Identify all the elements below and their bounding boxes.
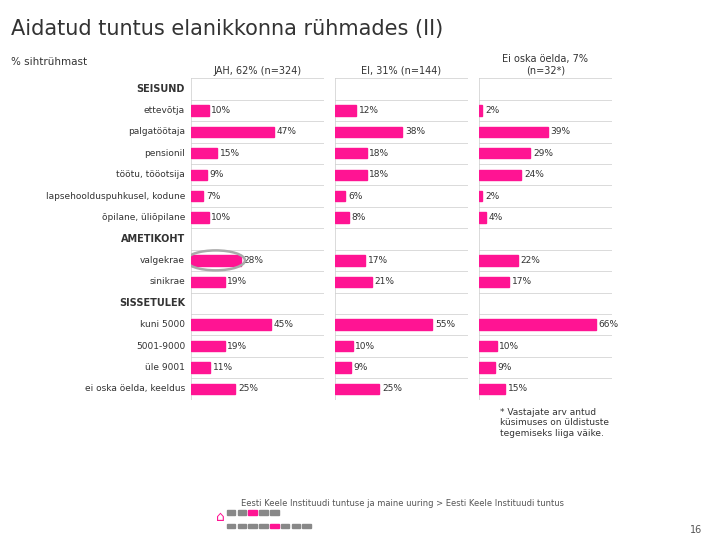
Bar: [479, 384, 505, 394]
Bar: [479, 127, 548, 137]
Bar: [335, 320, 433, 330]
Bar: [479, 362, 495, 373]
Text: üle 9001: üle 9001: [145, 363, 185, 372]
Text: 10%: 10%: [211, 106, 231, 115]
Text: 17%: 17%: [512, 277, 532, 286]
Text: 29%: 29%: [533, 148, 553, 158]
Text: 15%: 15%: [220, 148, 240, 158]
Bar: [191, 148, 217, 158]
Text: palgatöötaja: palgatöötaja: [128, 127, 185, 137]
Text: 12%: 12%: [359, 106, 379, 115]
Bar: [191, 276, 225, 287]
Text: 25%: 25%: [382, 384, 402, 393]
Text: 19%: 19%: [228, 277, 248, 286]
Text: * Vastajate arv antud
küsimuses on üldistuste
tegemiseks liiga väike.: * Vastajate arv antud küsimuses on üldis…: [500, 408, 609, 437]
Bar: [479, 212, 486, 222]
Text: 9%: 9%: [210, 170, 224, 179]
Text: 8%: 8%: [351, 213, 366, 222]
Text: SISSETULEK: SISSETULEK: [119, 298, 185, 308]
Text: 17%: 17%: [368, 256, 388, 265]
Bar: [191, 255, 240, 266]
Text: Ei oska öelda, 7%
(n=32*): Ei oska öelda, 7% (n=32*): [503, 54, 588, 76]
Text: 21%: 21%: [374, 277, 395, 286]
Text: õpilane, üliõpilane: õpilane, üliõpilane: [102, 213, 185, 222]
Bar: [479, 191, 482, 201]
Bar: [191, 105, 209, 116]
Bar: [479, 320, 596, 330]
Text: 10%: 10%: [499, 341, 519, 350]
Text: 25%: 25%: [238, 384, 258, 393]
Bar: [191, 384, 235, 394]
Bar: [335, 384, 379, 394]
Text: 10%: 10%: [355, 341, 375, 350]
Bar: [335, 362, 351, 373]
Bar: [479, 105, 482, 116]
Text: AMETIKOHT: AMETIKOHT: [121, 234, 185, 244]
Text: 24%: 24%: [524, 170, 544, 179]
Text: 2%: 2%: [485, 192, 499, 201]
Text: 19%: 19%: [228, 341, 248, 350]
Bar: [335, 191, 346, 201]
Text: ettevõtja: ettevõtja: [144, 106, 185, 115]
Text: 10%: 10%: [211, 213, 231, 222]
Bar: [335, 127, 402, 137]
Text: Eesti Keele Instituudi tuntuse ja maine uuring > Eesti Keele Instituudi tuntus: Eesti Keele Instituudi tuntuse ja maine …: [241, 500, 564, 509]
Text: 18%: 18%: [369, 170, 390, 179]
Text: 9%: 9%: [354, 363, 368, 372]
Text: 18%: 18%: [369, 148, 390, 158]
Bar: [191, 212, 209, 222]
Text: SEISUND: SEISUND: [137, 84, 185, 94]
Text: 7%: 7%: [206, 192, 220, 201]
Text: 45%: 45%: [274, 320, 293, 329]
Text: lapsehoolduspuhkusel, kodune: lapsehoolduspuhkusel, kodune: [45, 192, 185, 201]
Bar: [191, 127, 274, 137]
Bar: [479, 148, 531, 158]
Text: 22%: 22%: [521, 256, 541, 265]
Text: 4%: 4%: [489, 213, 503, 222]
Bar: [191, 191, 203, 201]
Bar: [479, 341, 497, 351]
Text: 16: 16: [690, 524, 702, 535]
Text: 5001-9000: 5001-9000: [136, 341, 185, 350]
Bar: [335, 148, 366, 158]
Text: 66%: 66%: [599, 320, 618, 329]
Text: 15%: 15%: [508, 384, 528, 393]
Bar: [191, 362, 210, 373]
Text: töötu, tööotsija: töötu, tööotsija: [117, 170, 185, 179]
Text: 11%: 11%: [213, 363, 233, 372]
Bar: [191, 320, 271, 330]
Text: 2%: 2%: [485, 106, 499, 115]
Bar: [335, 255, 365, 266]
Text: ⌂: ⌂: [216, 510, 225, 524]
Text: 9%: 9%: [498, 363, 512, 372]
Text: 47%: 47%: [277, 127, 297, 137]
Text: EI, 31% (n=144): EI, 31% (n=144): [361, 65, 441, 76]
Bar: [479, 276, 509, 287]
Bar: [335, 341, 353, 351]
Bar: [335, 276, 372, 287]
Text: Aidatud tuntus elanikkonna rühmades (II): Aidatud tuntus elanikkonna rühmades (II): [11, 19, 443, 39]
Bar: [191, 341, 225, 351]
Bar: [335, 170, 366, 180]
Bar: [479, 255, 518, 266]
Text: pensionil: pensionil: [144, 148, 185, 158]
Text: 39%: 39%: [551, 127, 571, 137]
Text: 38%: 38%: [405, 127, 425, 137]
Text: % sihtrühmast: % sihtrühmast: [11, 57, 87, 67]
Bar: [335, 105, 356, 116]
Text: kuni 5000: kuni 5000: [140, 320, 185, 329]
Text: ei oska öelda, keeldus: ei oska öelda, keeldus: [85, 384, 185, 393]
Bar: [191, 170, 207, 180]
Text: sinikrae: sinikrae: [149, 277, 185, 286]
Text: valgekrae: valgekrae: [140, 256, 185, 265]
Text: 6%: 6%: [348, 192, 362, 201]
Bar: [479, 170, 521, 180]
Text: 28%: 28%: [243, 256, 264, 265]
Bar: [335, 212, 349, 222]
Text: JAH, 62% (n=324): JAH, 62% (n=324): [213, 65, 302, 76]
Text: 55%: 55%: [435, 320, 455, 329]
